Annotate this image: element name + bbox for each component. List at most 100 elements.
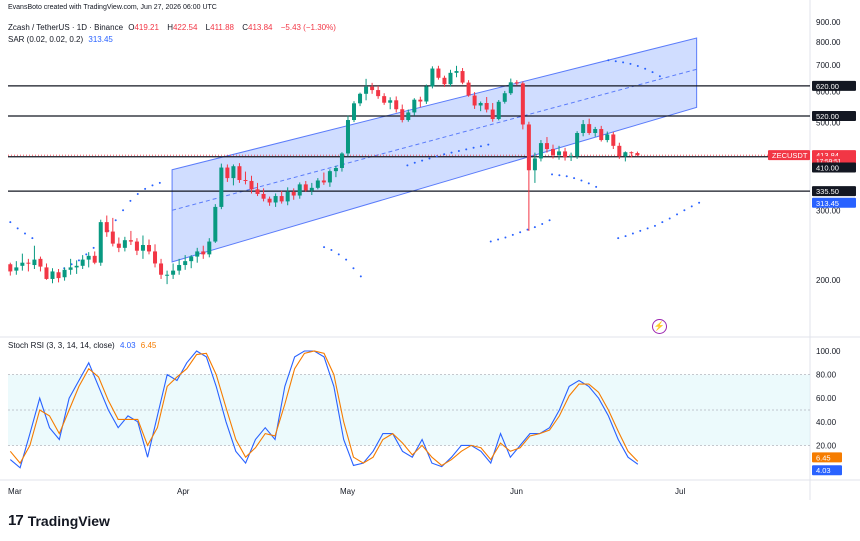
sar-dot <box>24 232 27 235</box>
sar-dot <box>653 224 656 227</box>
candle-body <box>629 152 634 154</box>
sar-dot <box>573 177 576 180</box>
candle-body <box>231 166 236 179</box>
sar-dot <box>413 161 416 164</box>
candle-body <box>484 103 489 110</box>
candle-body <box>502 93 507 102</box>
candle-body <box>38 258 43 267</box>
candle-body <box>400 109 405 121</box>
candle-body <box>496 101 501 120</box>
candle-body <box>237 166 242 181</box>
candle-body <box>86 255 91 260</box>
sar-dot <box>624 235 627 238</box>
sar-dot <box>85 253 88 256</box>
candle-body <box>309 187 314 191</box>
sar-dot <box>337 253 340 256</box>
candle-body <box>376 90 381 97</box>
candle-body <box>551 148 555 156</box>
price-axis-label-text: 520.00 <box>816 112 839 121</box>
sar-dot <box>646 227 649 230</box>
price-axis-label: 410.00 <box>812 162 856 173</box>
price-axis-label-text: 335.50 <box>816 187 839 196</box>
candle-body <box>315 180 320 188</box>
candle-body <box>74 265 79 268</box>
candle-body <box>466 82 471 96</box>
candle-body <box>279 196 284 202</box>
sar-dot <box>77 259 80 262</box>
rsi-axis-label: 6.45 <box>812 452 842 463</box>
rsi-k-line <box>9 350 639 469</box>
sar-dot <box>450 151 453 154</box>
candle-body <box>442 77 447 85</box>
candle-body <box>68 267 73 270</box>
candle-body <box>557 151 562 156</box>
candle-body <box>165 274 170 276</box>
candle-body <box>333 167 338 172</box>
tv-logo-text: TradingView <box>27 512 110 529</box>
candle-body <box>526 124 531 171</box>
sar-dot <box>661 221 664 224</box>
sar-dot <box>92 246 95 249</box>
price-axis-label-text: ZECUSDT <box>772 151 808 160</box>
sar-dot <box>644 67 647 70</box>
candle-body <box>430 68 435 87</box>
candle-body <box>303 184 308 191</box>
candle-body <box>159 263 164 275</box>
sar-dot <box>698 201 701 204</box>
candle-body <box>532 158 537 171</box>
sar-dot <box>565 175 568 178</box>
price-axis-label-bg <box>812 162 856 173</box>
candle-body <box>171 270 176 275</box>
tv-mark-icon: 17 <box>8 512 24 529</box>
candle-body <box>575 132 580 157</box>
sar-dot <box>668 217 671 220</box>
candle-body <box>92 255 97 263</box>
price-axis-label-bg <box>812 80 856 91</box>
candle-body <box>62 269 67 278</box>
candle-body <box>267 198 272 203</box>
rsi-label[interactable]: Stoch RSI (3, 3, 14, 14, close) <box>8 341 115 350</box>
candle-body <box>635 153 640 156</box>
price-axis-label: 620.00 <box>812 80 856 91</box>
price-axis-label-text: 413.84 <box>816 151 839 160</box>
candle-body <box>26 262 31 264</box>
sar-dot <box>636 65 639 68</box>
candle-body <box>321 180 326 183</box>
candle-body <box>418 99 423 102</box>
price-tick-label: 200.00 <box>816 276 841 285</box>
candle-body <box>352 103 357 121</box>
candle-body <box>327 171 332 183</box>
candle-body <box>128 240 133 242</box>
candle-body <box>50 271 55 279</box>
lightning-icon[interactable]: ⚡ <box>652 319 667 334</box>
tradingview-logo[interactable]: 17 TradingView <box>8 512 110 529</box>
price-axis-label: ZECUSDT <box>768 150 810 161</box>
price-tick-label: 700.00 <box>816 61 841 70</box>
sar-dot <box>548 219 551 222</box>
sar-dot <box>595 185 598 188</box>
sar-label[interactable]: SAR (0.02, 0.02, 0.2) <box>8 35 84 44</box>
candle-body <box>587 124 592 133</box>
candle-body <box>581 124 586 133</box>
sar-dot <box>614 60 617 63</box>
sar-dot <box>151 184 154 187</box>
candle-body <box>520 83 525 125</box>
main-legend: Zcash / TetherUS · 1D · Binance O419.21 … <box>8 23 339 32</box>
rsi-d-value: 6.45 <box>140 341 157 350</box>
time-tick-label: May <box>340 487 355 496</box>
rsi-tick-label: 20.00 <box>816 441 837 450</box>
candle-body <box>436 68 441 78</box>
candle-body <box>195 251 200 257</box>
sar-dot <box>629 62 632 65</box>
candle-body <box>424 86 429 102</box>
sar-legend: SAR (0.02, 0.02, 0.2) 313.45 <box>8 35 116 44</box>
candle-body <box>140 245 145 251</box>
sar-dot <box>541 222 544 225</box>
price-axis-label: 335.50 <box>812 186 856 197</box>
symbol-label[interactable]: Zcash / TetherUS · 1D · Binance <box>8 23 124 32</box>
candle-body <box>255 189 260 194</box>
sar-dot <box>457 150 460 153</box>
candle-body <box>291 191 296 196</box>
candle-body <box>358 93 363 104</box>
